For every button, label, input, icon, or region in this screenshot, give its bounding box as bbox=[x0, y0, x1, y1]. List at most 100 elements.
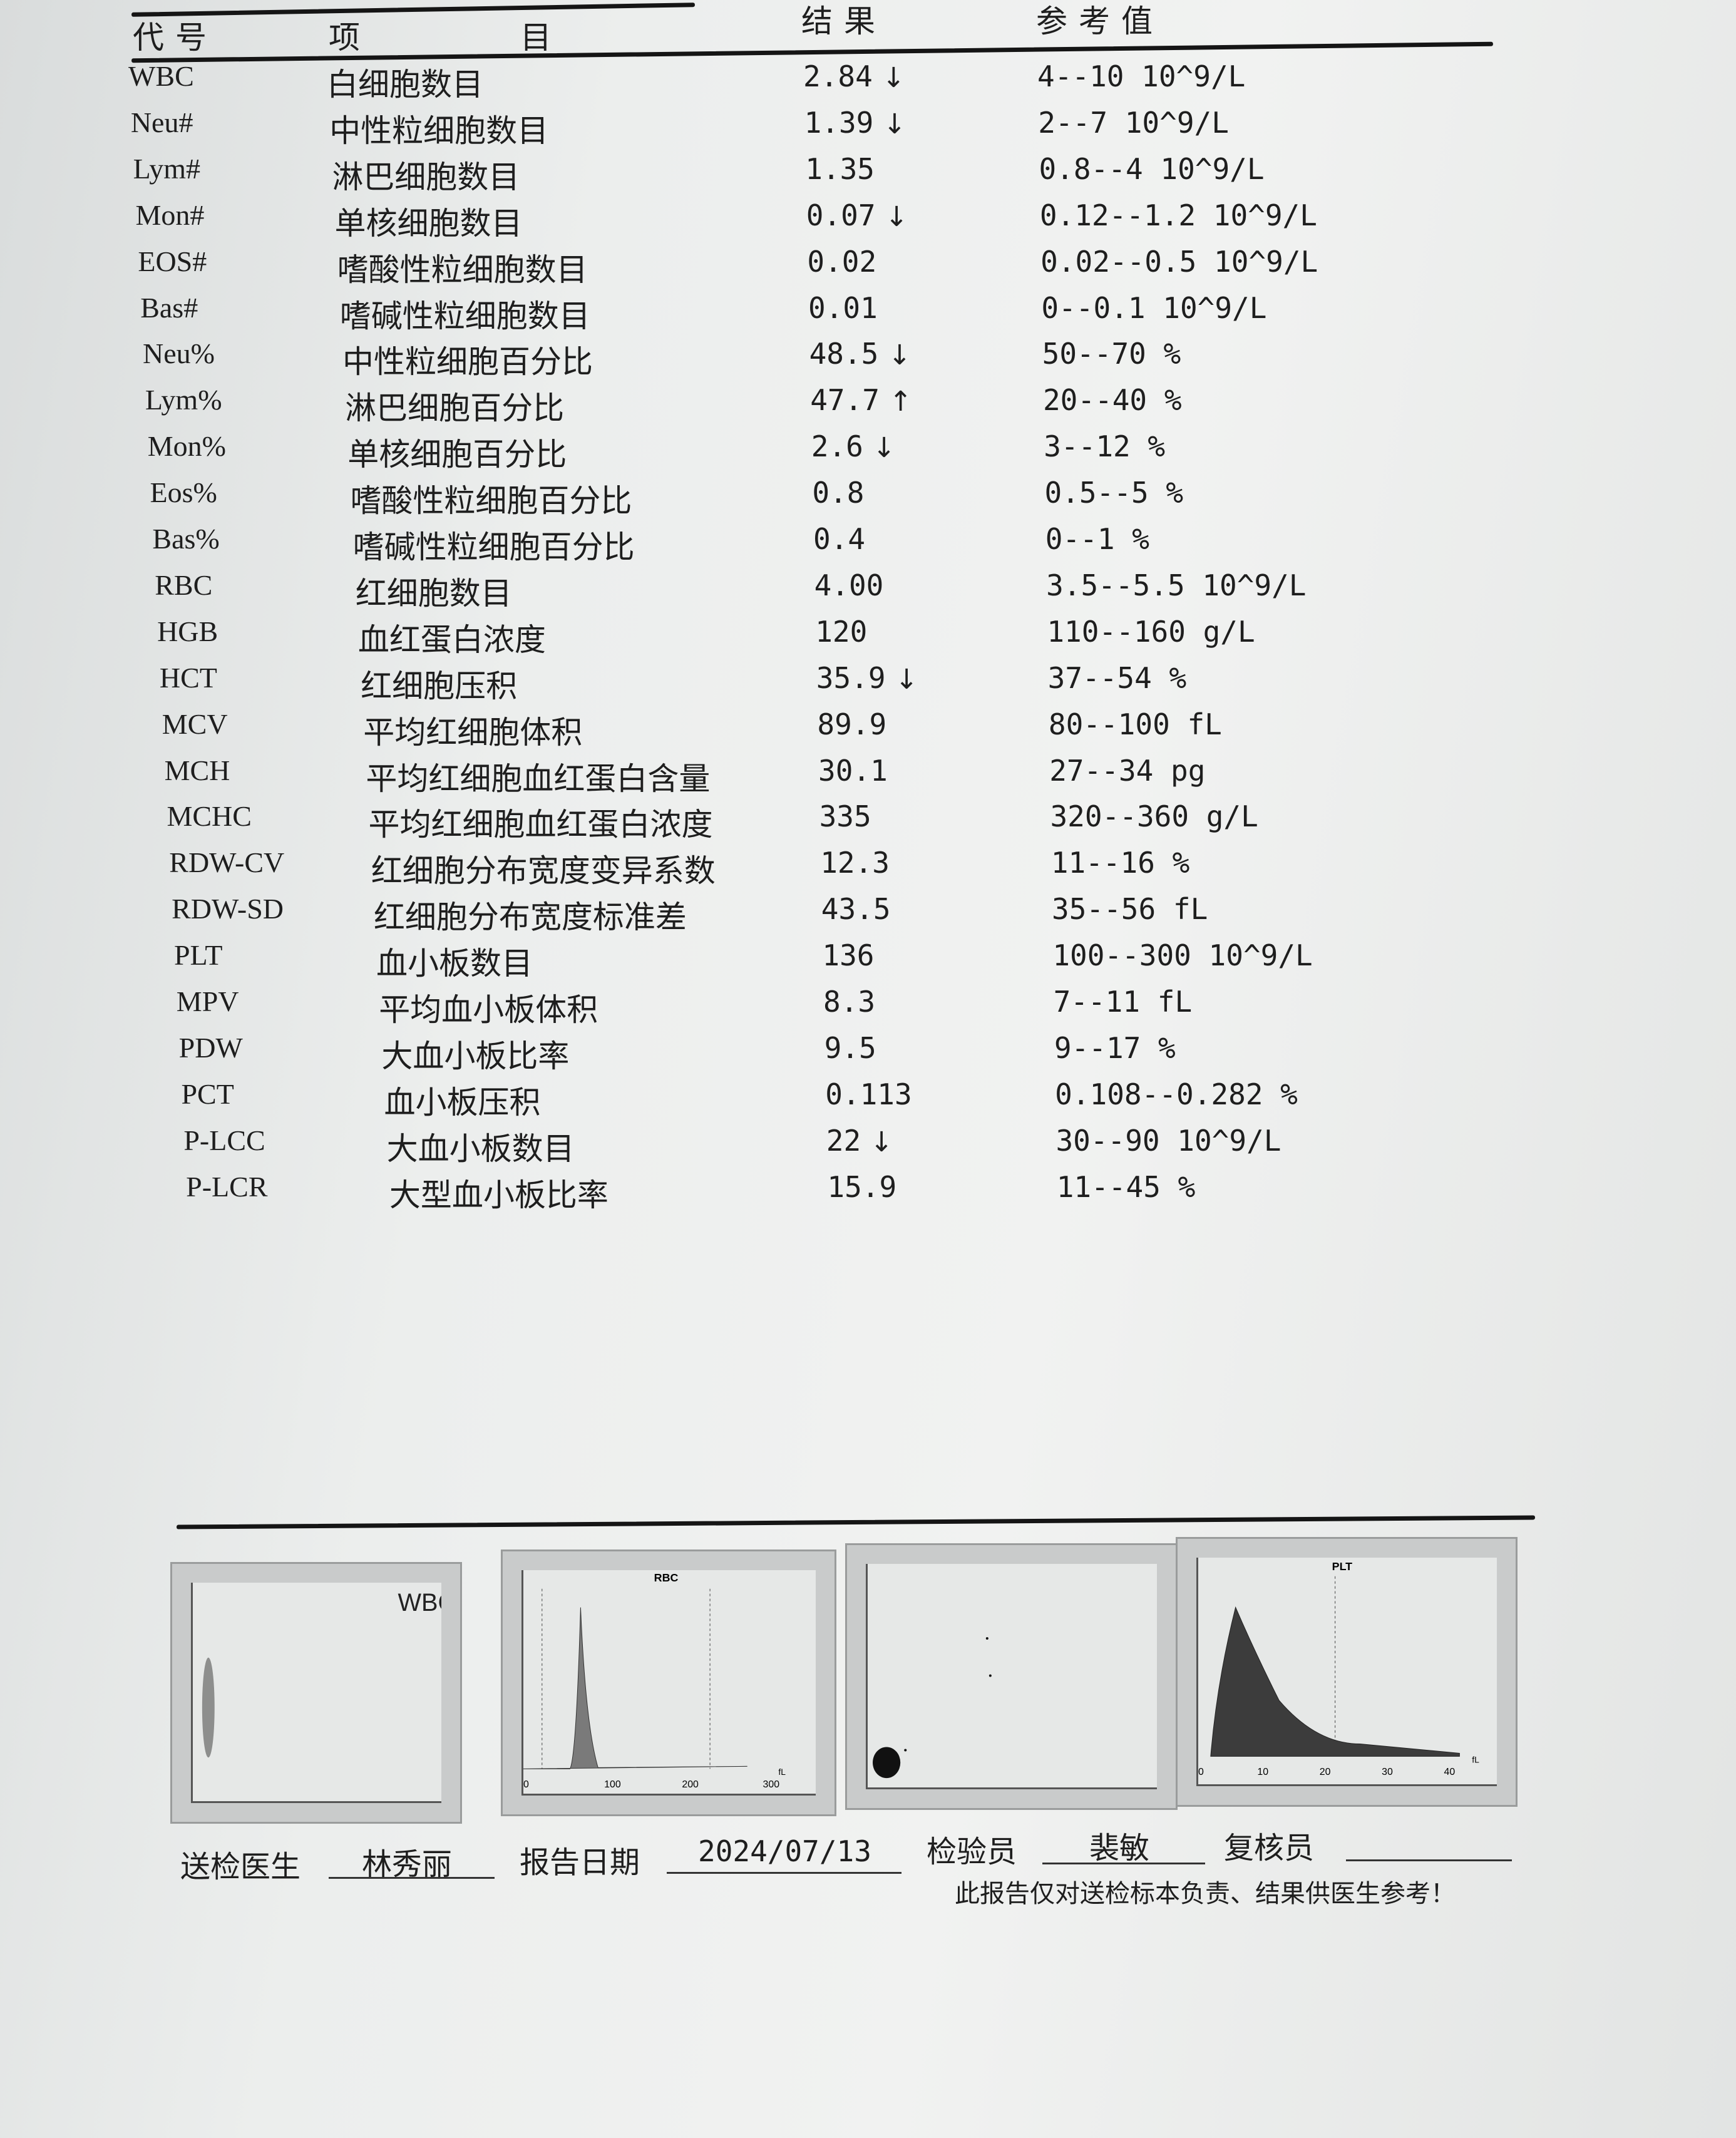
flag-wrapper bbox=[882, 1031, 886, 1066]
row-reference: 0.108--0.282 % bbox=[1055, 1077, 1298, 1111]
row-result: 2.84 bbox=[803, 59, 873, 93]
plt-histogram: PLT 0 10 20 30 40 fL bbox=[1198, 1560, 1479, 1777]
row-reference: 0.12--1.2 10^9/L bbox=[1039, 198, 1317, 232]
row-name: 嗜碱性粒细胞百分比 bbox=[352, 529, 635, 565]
rbc-histogram-panel: RBC 0 100 200 300 fL bbox=[501, 1550, 836, 1816]
row-name: 大型血小板比率 bbox=[389, 1176, 609, 1213]
abnormal-flag-icon: ↓ bbox=[872, 432, 896, 465]
row-code: WBC bbox=[128, 60, 194, 92]
row-reference: 100--300 10^9/L bbox=[1052, 938, 1313, 973]
wbc-title: WBC bbox=[398, 1589, 441, 1616]
row-result: 30.1 bbox=[818, 753, 888, 788]
row-name: 平均血小板体积 bbox=[379, 992, 598, 1028]
plt-curve bbox=[1210, 1606, 1460, 1757]
row-code: PDW bbox=[178, 1031, 243, 1064]
row-code: Neu# bbox=[130, 106, 193, 138]
row-result: 0.8 bbox=[812, 476, 865, 510]
date-label: 报告日期 bbox=[520, 1845, 640, 1880]
result-row: Neu% 中性粒细胞百分比 48.5 ↓ 50--70 % bbox=[0, 337, 1736, 381]
report-disclaimer: 此报告仅对送检标本负责、结果供医生参考！ bbox=[955, 1879, 1456, 1908]
flag-wrapper bbox=[880, 938, 883, 974]
row-code: Neu% bbox=[143, 337, 215, 370]
row-name: 嗜酸性粒细胞百分比 bbox=[350, 483, 632, 520]
rbc-curve bbox=[523, 1607, 747, 1769]
row-reference: 50--70 % bbox=[1042, 337, 1181, 371]
doctor-value: 林秀丽 bbox=[362, 1847, 453, 1882]
plt-tick-30: 30 bbox=[1382, 1767, 1393, 1777]
histogram-rule bbox=[177, 1515, 1535, 1529]
result-row: RDW-SD 红细胞分布宽度标准差 43.5 35--56 fL bbox=[0, 892, 1736, 936]
row-reference: 0--1 % bbox=[1045, 522, 1149, 556]
result-row: MCHC 平均红细胞血红蛋白浓度 335 320--360 g/L bbox=[0, 799, 1736, 843]
row-result: 89.9 bbox=[817, 707, 887, 741]
row-code: P-LCR bbox=[186, 1170, 268, 1203]
row-code: RDW-SD bbox=[172, 893, 284, 925]
flag-wrapper bbox=[892, 707, 896, 743]
wbc-scatter-plot: WBC bbox=[202, 1589, 456, 1758]
flag-wrapper: ↓ bbox=[885, 337, 912, 372]
row-result: 0.01 bbox=[808, 290, 878, 325]
flag-wrapper bbox=[902, 1170, 906, 1205]
result-row: Neu# 中性粒细胞数目 1.39 ↓ 2--7 10^9/L bbox=[0, 106, 1736, 150]
row-result: 22 bbox=[826, 1123, 861, 1158]
result-row: MCV 平均红细胞体积 89.9 80--100 fL bbox=[0, 707, 1736, 751]
result-row: MPV 平均血小板体积 8.3 7--11 fL bbox=[0, 985, 1736, 1029]
row-result: 1.39 bbox=[804, 105, 874, 140]
header-item: 项 目 bbox=[329, 19, 627, 56]
result-row: RDW-CV 红细胞分布宽度变异系数 12.3 11--16 % bbox=[0, 846, 1736, 890]
row-code: MCHC bbox=[167, 800, 252, 833]
row-result: 4.00 bbox=[814, 568, 884, 602]
result-row: Lym# 淋巴细胞数目 1.35 0.8--4 10^9/L bbox=[0, 152, 1736, 196]
abnormal-flag-icon: ↓ bbox=[885, 200, 908, 233]
row-reference: 0.8--4 10^9/L bbox=[1039, 152, 1265, 186]
row-reference: 37--54 % bbox=[1047, 660, 1187, 695]
row-reference: 110--160 g/L bbox=[1047, 614, 1255, 649]
row-reference: 3--12 % bbox=[1044, 429, 1166, 464]
row-reference: 30--90 10^9/L bbox=[1055, 1123, 1281, 1158]
row-reference: 0.02--0.5 10^9/L bbox=[1040, 244, 1318, 279]
row-name: 平均红细胞血红蛋白浓度 bbox=[368, 806, 713, 843]
row-result: 12.3 bbox=[820, 846, 890, 880]
result-row: EOS# 嗜酸性粒细胞数目 0.02 0.02--0.5 10^9/L bbox=[0, 245, 1736, 289]
flag-wrapper bbox=[918, 1077, 922, 1113]
row-code: RBC bbox=[155, 568, 213, 601]
row-name: 血小板数目 bbox=[376, 945, 533, 982]
result-row: PLT 血小板数目 136 100--300 10^9/L bbox=[0, 938, 1736, 982]
flag-wrapper: ↑ bbox=[885, 383, 912, 418]
doctor-underline bbox=[329, 1877, 495, 1879]
row-name: 红细胞数目 bbox=[355, 575, 512, 612]
row-result: 335 bbox=[819, 799, 871, 834]
date-value: 2024/07/13 bbox=[698, 1834, 871, 1868]
row-reference: 11--45 % bbox=[1056, 1169, 1196, 1204]
plt-tick-10: 10 bbox=[1257, 1767, 1268, 1777]
doctor-label: 送检医生 bbox=[180, 1849, 301, 1884]
flag-wrapper: ↓ bbox=[891, 661, 918, 696]
diff-scatter-panel bbox=[845, 1543, 1178, 1810]
diff-scatter-cluster bbox=[873, 1747, 901, 1779]
wbc-scatter-cluster bbox=[202, 1657, 215, 1758]
abnormal-flag-icon: ↓ bbox=[882, 62, 905, 94]
result-row: Eos% 嗜酸性粒细胞百分比 0.8 0.5--5 % bbox=[0, 476, 1736, 520]
row-name: 单核细胞百分比 bbox=[347, 436, 567, 473]
row-reference: 11--16 % bbox=[1050, 846, 1190, 880]
flag-wrapper: ↓ bbox=[869, 429, 896, 465]
rbc-tick-100: 100 bbox=[604, 1779, 621, 1790]
flag-wrapper bbox=[883, 291, 887, 326]
plt-tick-20: 20 bbox=[1320, 1767, 1331, 1777]
result-row: MCH 平均红细胞血红蛋白含量 30.1 27--34 pg bbox=[0, 754, 1736, 798]
row-result: 47.7 bbox=[810, 383, 880, 418]
abnormal-flag-icon: ↓ bbox=[883, 108, 907, 140]
flag-wrapper bbox=[896, 892, 900, 927]
row-name: 大血小板数目 bbox=[386, 1130, 575, 1167]
row-result: 120 bbox=[815, 614, 868, 649]
result-row: P-LCR 大型血小板比率 15.9 11--45 % bbox=[0, 1170, 1736, 1214]
row-code: MCH bbox=[164, 754, 230, 786]
row-result: 35.9 bbox=[816, 660, 886, 695]
abnormal-flag-icon: ↓ bbox=[870, 1126, 893, 1158]
row-result: 8.3 bbox=[823, 985, 876, 1019]
row-result: 0.02 bbox=[807, 244, 877, 279]
abnormal-flag-icon: ↑ bbox=[889, 386, 913, 418]
row-result: 0.07 bbox=[806, 198, 876, 232]
rbc-histogram: RBC 0 100 200 300 fL bbox=[523, 1571, 786, 1790]
wbc-scatter-panel: WBC bbox=[170, 1562, 462, 1824]
